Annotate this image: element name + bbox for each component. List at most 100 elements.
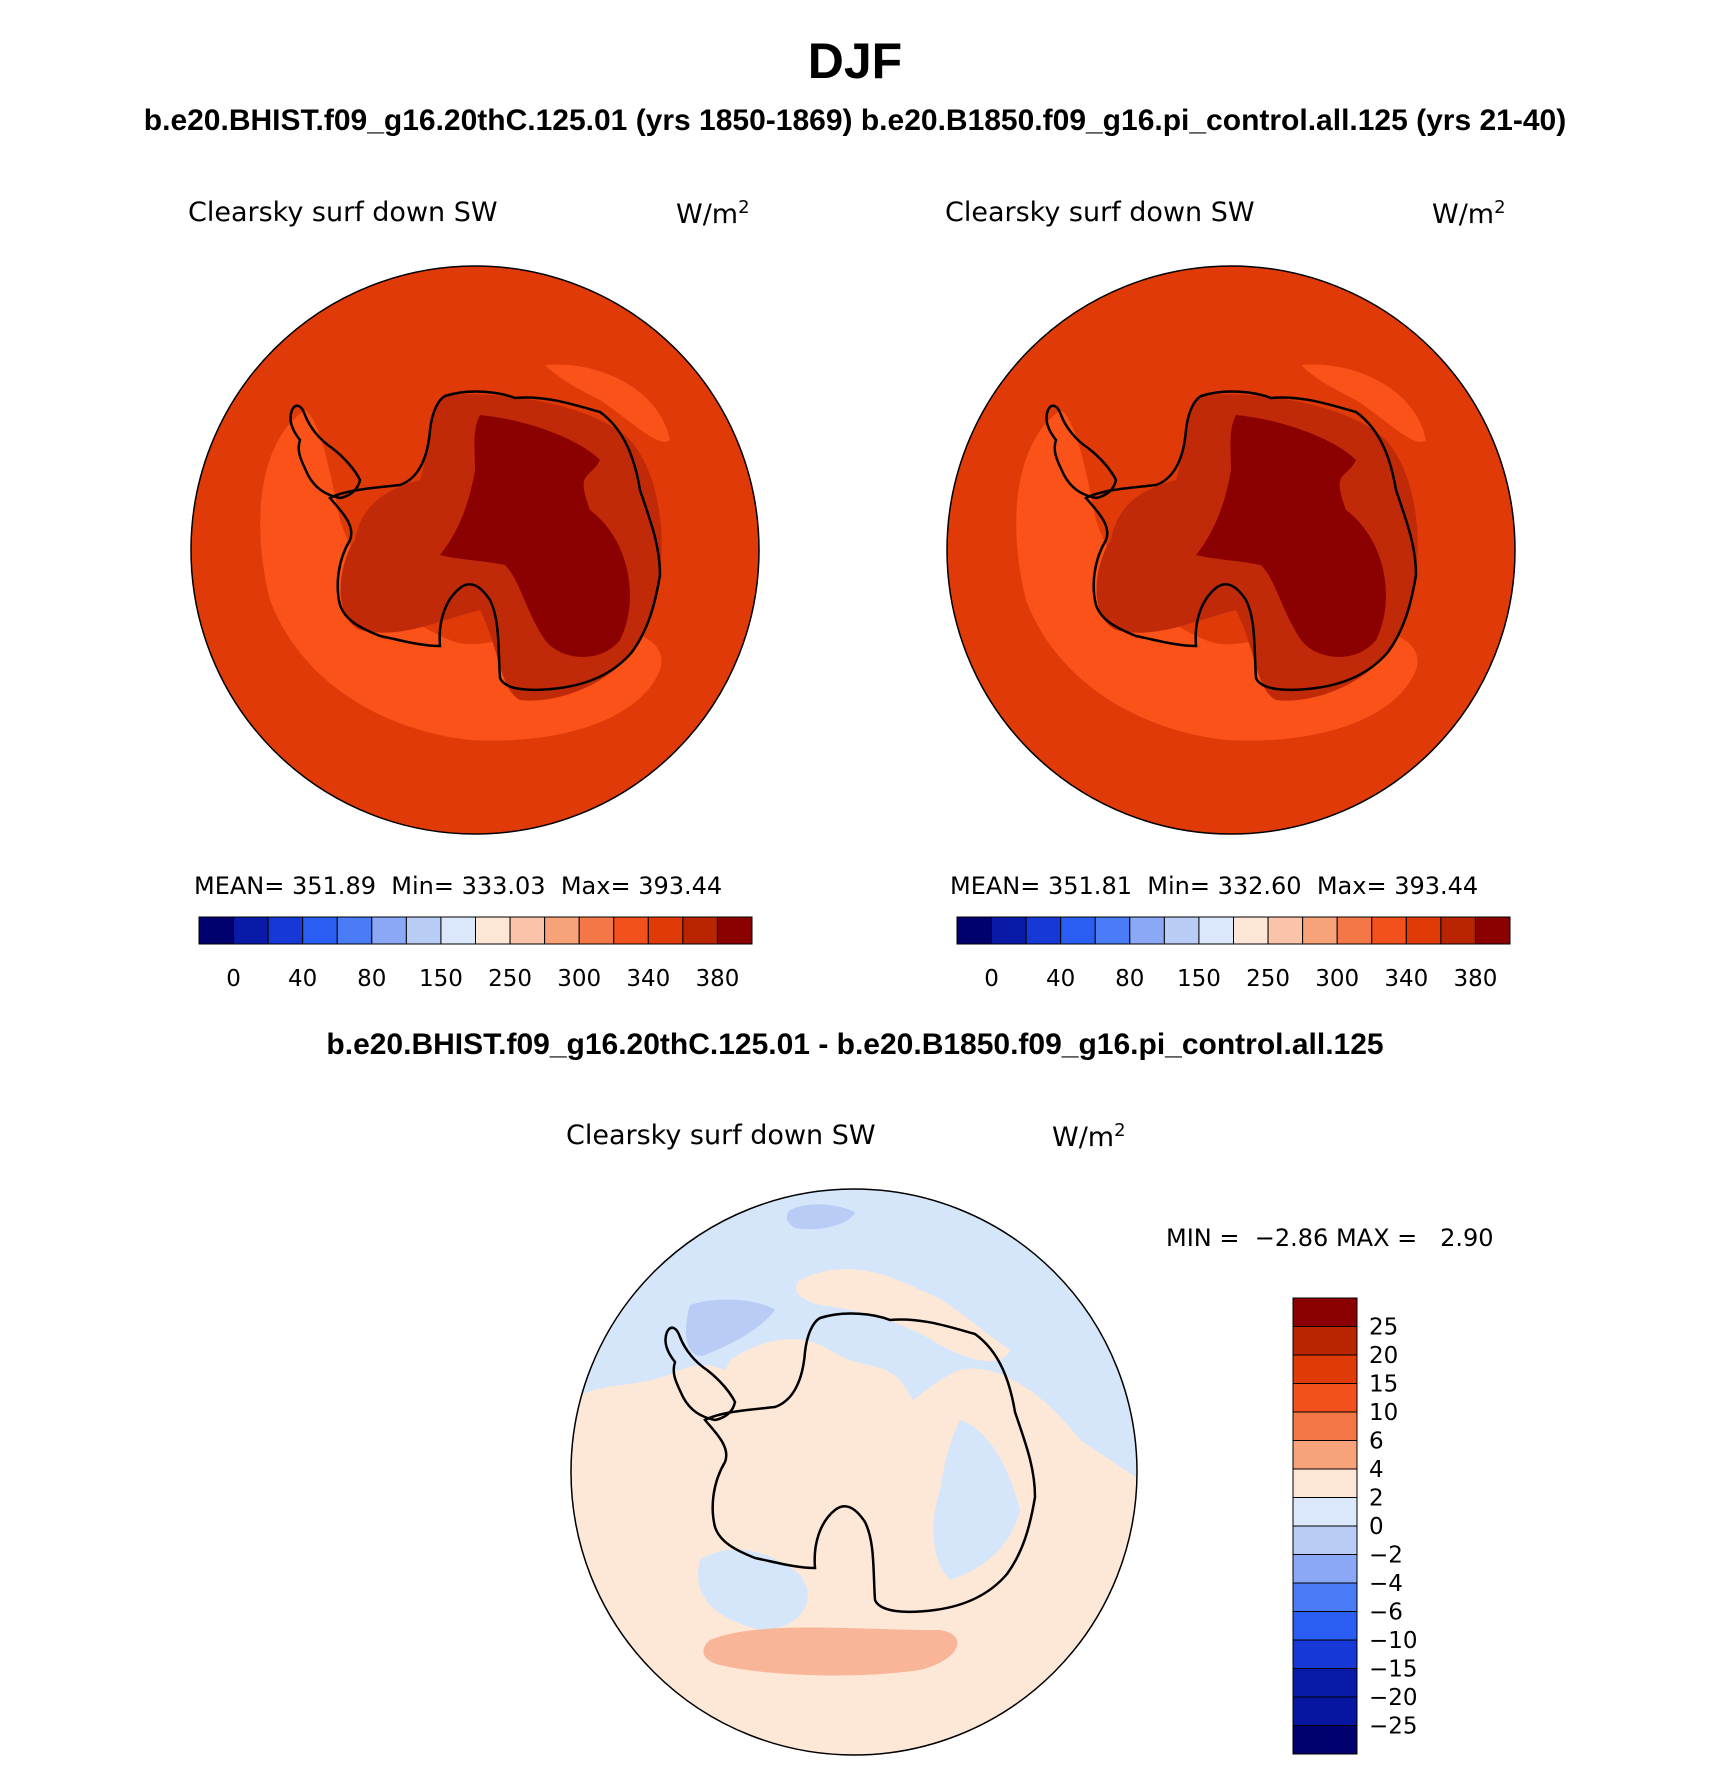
panel1-coastline (328, 390, 662, 692)
difference-colorbar-swatch (1292, 1639, 1358, 1669)
panel1-colorbar-swatch (578, 916, 615, 945)
difference-colorbar-tick-label: −25 (1369, 1714, 1418, 1740)
panel2-colorbar-swatch (991, 916, 1027, 945)
panel1-map-border (190, 265, 760, 835)
diff-minmax: MIN = −2.86 MAX = 2.90 (1166, 1224, 1494, 1252)
panel1-interior-max (440, 415, 630, 657)
panel1-colorbar-tick-label: 0 (226, 966, 241, 992)
panel2-interior-max (1196, 415, 1386, 657)
panel1-colorbar-swatch (371, 916, 407, 945)
difference-colorbar-tick-label: 25 (1369, 1315, 1398, 1341)
panel2-colorbar-tick-label: 40 (1046, 966, 1075, 992)
panel1-colorbar-tick-label: 150 (419, 966, 463, 992)
difference-colorbar-swatch (1292, 1411, 1358, 1441)
difference-colorbar-tick-label: −20 (1369, 1685, 1418, 1711)
difference-colorbar-tick-label: 15 (1369, 1372, 1398, 1398)
panel2-coastline (1084, 390, 1418, 692)
difference-colorbar-tick-label: 20 (1369, 1343, 1398, 1369)
difference-colorbar-tick-label: −2 (1369, 1543, 1403, 1569)
panel2-colorbar-swatch (1474, 916, 1511, 945)
diff-coastline (703, 1312, 1037, 1614)
panel1-colorbar-swatch (544, 916, 580, 945)
panel2-colorbar-swatch (1198, 916, 1234, 945)
difference-colorbar-swatch (1292, 1668, 1358, 1698)
panel2-stats: MEAN= 351.81 Min= 332.60 Max= 393.44 (950, 872, 1479, 900)
panel2-map-border (946, 265, 1516, 835)
diff-negative-patch-north (786, 1204, 855, 1230)
difference-colorbar-swatch (1292, 1696, 1358, 1726)
panel2-colorbar-swatch (1163, 916, 1200, 945)
panel1-colorbar-swatch (302, 916, 338, 945)
difference-colorbar-tick-label: −15 (1369, 1657, 1418, 1683)
difference-colorbar-swatch (1292, 1354, 1358, 1384)
panel2-colorbar-swatch (1336, 916, 1373, 945)
panel2-peninsula (1045, 404, 1118, 500)
panel2-colorbar-tick-label: 300 (1315, 966, 1359, 992)
difference-map (571, 1189, 1137, 1755)
difference-colorbar-tick-label: 0 (1369, 1514, 1384, 1540)
diff-max: 2.90 (1440, 1224, 1494, 1252)
panel2-colorbar-swatch (956, 916, 993, 945)
difference-colorbar-tick-label: 2 (1369, 1486, 1384, 1512)
panel2-colorbar-tick-label: 80 (1115, 966, 1144, 992)
difference-colorbar-swatch (1292, 1554, 1358, 1584)
panel1-colorbar-tick-label: 80 (357, 966, 386, 992)
difference-colorbar-swatch (1292, 1525, 1358, 1555)
panel1-colorbar-swatch (475, 916, 511, 945)
diff-positive-region-antarctica (720, 1339, 940, 1560)
diff-positive-band-south (703, 1627, 958, 1676)
diff-variable: Clearsky surf down SW (566, 1120, 876, 1151)
panel2-colorbar-swatch (1233, 916, 1269, 945)
difference-colorbar-swatch (1292, 1383, 1358, 1413)
panel2-min: 332.60 (1217, 872, 1302, 900)
panel1-colorbar-tick-label: 300 (557, 966, 601, 992)
panel1-units: W/m2 (676, 197, 750, 230)
difference-title: b.e20.BHIST.f09_g16.20thC.125.01 - b.e20… (326, 1028, 1384, 1061)
panel2-max: 393.44 (1394, 872, 1479, 900)
panel2-colorbar-swatch (1405, 916, 1442, 945)
panel2-colorbar-swatch (1060, 916, 1096, 945)
panel1-colorbar-tick-label: 40 (288, 966, 317, 992)
panel1-colorbar-tick-label: 250 (488, 966, 532, 992)
panel1-colorbar-swatch (267, 916, 304, 945)
panel1-colorbar-tick-label: 380 (695, 966, 739, 992)
diff-negative-region-east (933, 1420, 1020, 1580)
panel1-colorbar-swatch (509, 916, 546, 945)
panel2-colorbar-swatch (1129, 916, 1165, 945)
panel2-variable: Clearsky surf down SW (945, 197, 1255, 228)
panel1-colorbar-swatch (647, 916, 684, 945)
panel2-colorbar-swatch (1025, 916, 1062, 945)
difference-colorbar-swatch (1292, 1582, 1358, 1612)
panel2-ocean-band-ne (1301, 364, 1426, 442)
panel1-map (191, 266, 759, 834)
case-subtitle: b.e20.BHIST.f09_g16.20thC.125.01 (yrs 18… (143, 104, 1567, 137)
panel2-colorbar-swatch (1094, 916, 1131, 945)
diff-map-border (570, 1188, 1138, 1756)
panel2-units: W/m2 (1432, 197, 1506, 230)
panel2-colorbar-tick-label: 0 (984, 966, 999, 992)
diff-negative-patch-west (685, 1299, 775, 1356)
difference-colorbar-tick-label: 4 (1369, 1457, 1384, 1483)
panel1-colorbar-swatch (613, 916, 649, 945)
season-title: DJF (807, 33, 903, 89)
panel2-colorbar-tick-label: 250 (1246, 966, 1290, 992)
panel2-colorbar-tick-label: 150 (1177, 966, 1221, 992)
panel1-mean: 351.89 (292, 872, 376, 900)
panel2-colorbar-swatch (1440, 916, 1476, 945)
panel2-colorbar-swatch (1302, 916, 1338, 945)
panel2-colorbar-tick-label: 380 (1453, 966, 1497, 992)
panel1-max: 393.44 (638, 872, 723, 900)
panel1-colorbar-tick-label: 340 (626, 966, 670, 992)
difference-colorbar-swatch (1292, 1440, 1358, 1470)
panel1-colorbar-swatch (440, 916, 476, 945)
diff-units: W/m2 (1052, 1120, 1126, 1153)
difference-colorbar-tick-label: −10 (1369, 1628, 1418, 1654)
panel1-colorbar-swatch (336, 916, 373, 945)
panel1-stats: MEAN= 351.89 Min= 333.03 Max= 393.44 (194, 872, 723, 900)
difference-colorbar-swatch (1292, 1326, 1358, 1356)
diff-peninsula (664, 1326, 737, 1422)
difference-colorbar-tick-label: 6 (1369, 1429, 1384, 1455)
diff-positive-region-north (796, 1269, 1010, 1362)
panel2-mean: 351.81 (1048, 872, 1132, 900)
